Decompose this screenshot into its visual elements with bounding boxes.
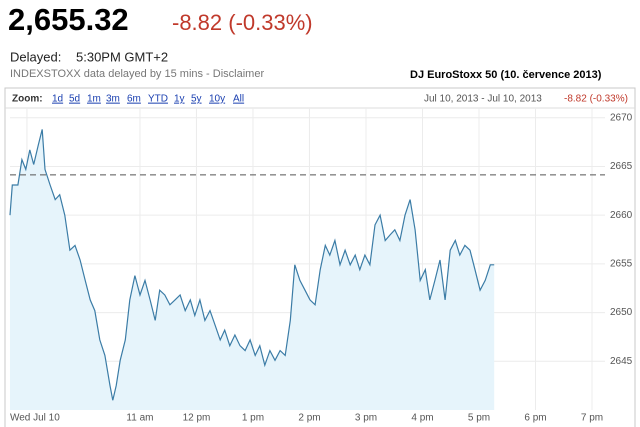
x-tick-label: 3 pm (355, 413, 377, 424)
x-tick-label: 12 pm (183, 413, 211, 424)
y-tick-label: 2645 (610, 356, 633, 367)
area-fill (10, 129, 495, 410)
x-tick-label: 1 pm (242, 413, 264, 424)
x-tick-label: 7 pm (581, 413, 603, 424)
zoom-option[interactable]: 1y (174, 94, 185, 105)
price-line (9, 129, 495, 401)
x-tick-label: 5 pm (468, 413, 490, 424)
x-tick-label: Wed Jul 10 (10, 413, 60, 424)
y-tick-label: 2665 (610, 161, 633, 172)
delayed-label: Delayed: (10, 49, 61, 64)
x-tick-label: 4 pm (411, 413, 433, 424)
x-tick-label: 2 pm (298, 413, 320, 424)
x-tick-label: 6 pm (524, 413, 546, 424)
chart-title: DJ EuroStoxx 50 (10. července 2013) (410, 69, 602, 81)
delay-note: INDEXSTOXX data delayed by 15 mins - Dis… (10, 68, 264, 80)
zoom-option[interactable]: 1m (87, 94, 101, 105)
y-tick-label: 2650 (610, 307, 633, 318)
zoom-option[interactable]: All (233, 94, 244, 105)
y-tick-label: 2670 (610, 112, 633, 123)
zoom-option[interactable]: 5y (191, 94, 202, 105)
price-change: -8.82 (-0.33%) (172, 10, 313, 35)
zoom-option[interactable]: 5d (69, 94, 80, 105)
range-text: Jul 10, 2013 - Jul 10, 2013 (424, 94, 542, 105)
zoom-option[interactable]: 3m (106, 94, 120, 105)
x-tick-label: 11 am (126, 413, 153, 424)
zoom-option[interactable]: 10y (209, 94, 225, 105)
range-change: -8.82 (-0.33%) (564, 94, 628, 105)
delayed-time: 5:30PM GMT+2 (76, 49, 168, 64)
zoom-option[interactable]: 6m (127, 94, 141, 105)
zoom-label: Zoom: (12, 94, 43, 105)
price: 2,655.32 (8, 2, 129, 37)
zoom-option[interactable]: YTD (148, 94, 168, 105)
y-tick-label: 2660 (610, 210, 633, 221)
zoom-option[interactable]: 1d (52, 94, 63, 105)
y-tick-label: 2655 (610, 259, 633, 270)
